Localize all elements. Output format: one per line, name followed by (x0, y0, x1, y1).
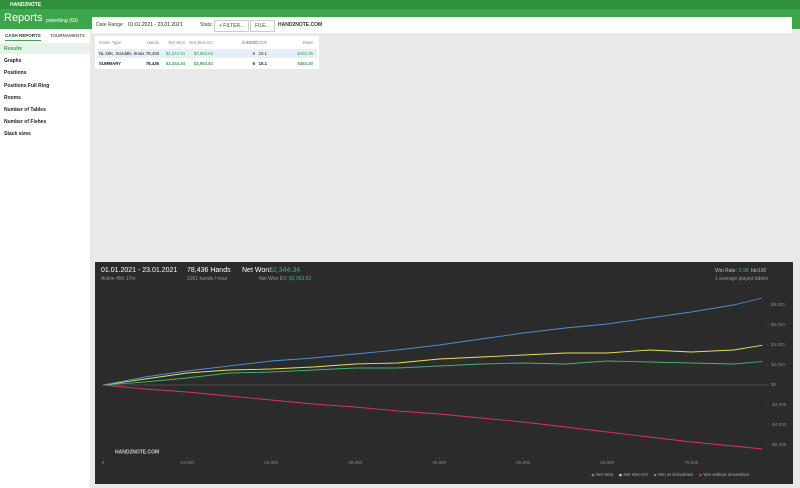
column-header: Game Type (99, 40, 122, 45)
column-header: Net Won EV (189, 40, 213, 45)
table-cell: $2,344.34 (165, 51, 185, 56)
menu-item[interactable]: Results (0, 43, 90, 54)
menu-item[interactable]: Positions (4, 70, 27, 77)
tab[interactable]: TOURNAMENTS (50, 33, 85, 38)
date-label: Date Range: (96, 22, 125, 28)
x-tick-label: 30,000 (348, 460, 362, 465)
legend-label: Net Won EV (623, 472, 648, 477)
y-tick-label: $8,000 (771, 302, 785, 307)
tab[interactable]: CASH REPORTS (5, 33, 41, 41)
table-cell: $3,963.82 (193, 51, 213, 56)
y-tick-label: $2,000 (771, 362, 785, 367)
panel-hands-rate: 1051 hands / hour (187, 276, 228, 282)
x-tick-label: 70,000 (684, 460, 698, 465)
row-highlight (97, 49, 317, 58)
menu-item[interactable]: Rooms (4, 94, 21, 101)
table-cell: $453.30 (297, 61, 313, 66)
series-line (102, 384, 763, 450)
sidebar: CASH REPORTS TOURNAMENTS Results Graphs Po… (0, 29, 90, 488)
table-cell: 78,436 (145, 51, 159, 56)
legend-label: Win at showdown (658, 472, 694, 477)
menu-item[interactable]: Stack sizes (4, 131, 31, 138)
legend-swatch (699, 473, 702, 477)
win-rate: 5.98 (739, 268, 749, 274)
legend-swatch (653, 473, 657, 477)
x-tick-label: 0 (102, 460, 105, 465)
column-header: Hands (146, 40, 159, 45)
user-select[interactable]: pokerking (63) (46, 18, 78, 24)
y-tick-label: -$4,000 (771, 422, 787, 427)
chart: HAND2NOTE.COM -$6,000 -$4,000 -$2,000 $0 $2,… (102, 297, 787, 477)
filter-button[interactable]: + FILTER... (214, 20, 250, 32)
legend-label: Net Won (596, 472, 614, 477)
x-tick-label: 60,000 (600, 460, 614, 465)
legend-swatch (591, 473, 595, 477)
x-tick-label: 50,000 (516, 460, 530, 465)
panel-active: Active 45h 17m (101, 276, 136, 282)
results-table: Game Type Hands Net Won Net Won EV bb/100 EV … (95, 36, 319, 69)
table-cell: NL 50K, Straddle, 6max (99, 51, 145, 56)
table-cell: $2,344.34 (165, 61, 185, 66)
column-header: EV bb/100 (246, 40, 267, 45)
table-cell: SUMMARY (99, 61, 122, 66)
column-header: Net Won (168, 40, 185, 45)
x-tick-label: 20,000 (264, 460, 278, 465)
x-tick-label: 40,000 (432, 460, 446, 465)
x-tick-label: 10,000 (180, 460, 194, 465)
y-tick-label: $4,000 (771, 342, 785, 347)
net-won: $2,344.34 (269, 267, 301, 274)
net-won-label: Net Won: (242, 267, 272, 274)
y-tick-label: $6,000 (771, 322, 785, 327)
title-bar: HAND2NOTE (0, 0, 800, 9)
stats-label: Stats: (200, 22, 213, 28)
y-tick-label: $0 (771, 382, 777, 387)
watermark: HAND2NOTE.COM (115, 449, 159, 455)
table-cell: $452.30 (297, 51, 313, 56)
table-cell: 78,436 (145, 61, 159, 66)
net-won-ev: $3,963.82 (289, 276, 312, 282)
file-button[interactable]: FILE... (250, 20, 275, 32)
y-tick-label: -$2,000 (771, 402, 787, 407)
table-cell: 6 (252, 51, 255, 56)
y-tick-label: -$6,000 (771, 442, 787, 447)
logo: HAND2NOTE.COM (278, 22, 323, 28)
series-line (102, 297, 763, 386)
header-title: Reports (4, 12, 43, 24)
series-line (102, 344, 763, 386)
date-range[interactable]: 01.01.2021 - 23.01.2021 (128, 22, 183, 28)
graph-panel: 01.01.2021 - 23.01.2021 Active 45h 17m 7… (95, 262, 793, 484)
column-header: bb/100 (241, 40, 255, 45)
table-cell: $3,963.82 (193, 61, 213, 66)
legend-label: Win without showdown (703, 472, 749, 477)
win-rate-unit: bb/100 (751, 268, 767, 274)
legend-swatch (619, 473, 622, 477)
column-header: Rake (302, 40, 313, 45)
table-cell: 10.1 (258, 51, 267, 56)
app-name: HAND2NOTE (10, 2, 42, 8)
series-line (102, 360, 763, 386)
net-won-ev-label: Net Won EV: (259, 276, 288, 282)
win-rate-label: Win Rate: (715, 268, 737, 274)
panel-hands: 78,436 Hands (187, 267, 231, 274)
table-cell: 10.1 (258, 61, 267, 66)
menu-item[interactable]: Positions Full Ring (4, 82, 50, 89)
toolbar: Date Range: 01.01.2021 - 23.01.2021 Stat… (92, 17, 792, 33)
average-tables: 1 average played tables (715, 276, 769, 282)
table-cell: 6 (252, 61, 255, 66)
menu-item[interactable]: Number of Tables (4, 107, 46, 113)
menu-item[interactable]: Graphs (4, 58, 22, 65)
panel-date: 01.01.2021 - 23.01.2021 (101, 267, 178, 274)
menu-item[interactable]: Number of Fishes (4, 119, 47, 126)
